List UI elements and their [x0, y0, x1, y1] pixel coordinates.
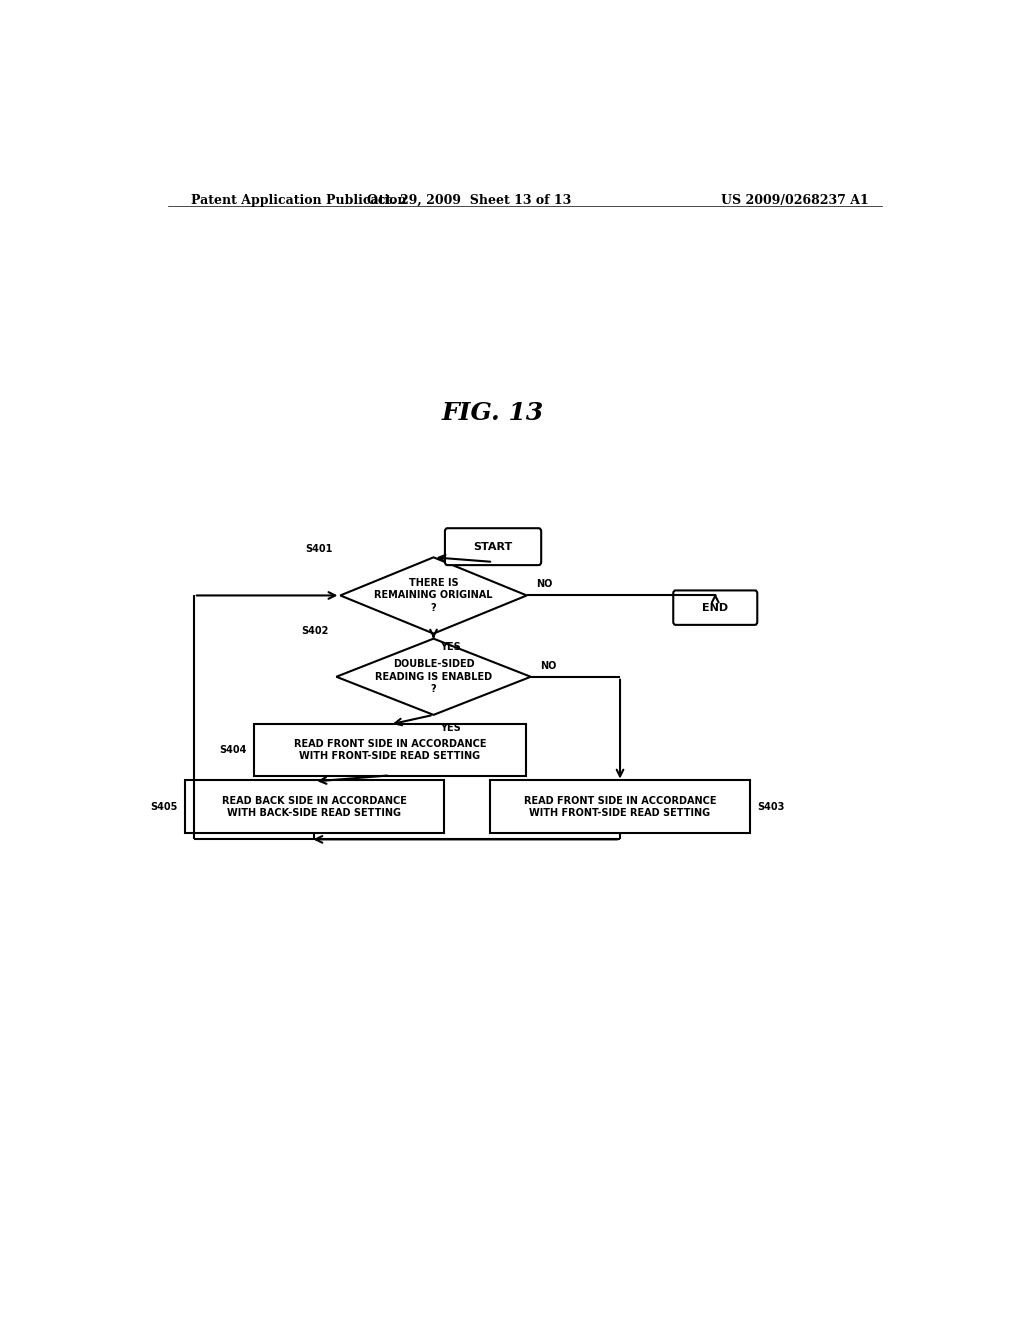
Text: Oct. 29, 2009  Sheet 13 of 13: Oct. 29, 2009 Sheet 13 of 13 — [368, 194, 571, 207]
Text: READ BACK SIDE IN ACCORDANCE
WITH BACK-SIDE READ SETTING: READ BACK SIDE IN ACCORDANCE WITH BACK-S… — [222, 796, 407, 818]
Text: YES: YES — [440, 642, 461, 652]
Text: S403: S403 — [757, 801, 784, 812]
Polygon shape — [336, 639, 530, 715]
Text: READ FRONT SIDE IN ACCORDANCE
WITH FRONT-SIDE READ SETTING: READ FRONT SIDE IN ACCORDANCE WITH FRONT… — [524, 796, 716, 818]
Text: S404: S404 — [220, 744, 247, 755]
Text: S405: S405 — [151, 801, 177, 812]
Text: END: END — [702, 603, 728, 612]
FancyBboxPatch shape — [490, 780, 750, 833]
Text: Patent Application Publication: Patent Application Publication — [191, 194, 407, 207]
Text: S402: S402 — [301, 626, 329, 636]
Text: FIG. 13: FIG. 13 — [442, 400, 544, 425]
FancyBboxPatch shape — [444, 528, 542, 565]
Text: THERE IS
REMAINING ORIGINAL
?: THERE IS REMAINING ORIGINAL ? — [375, 578, 493, 612]
Text: DOUBLE-SIDED
READING IS ENABLED
?: DOUBLE-SIDED READING IS ENABLED ? — [375, 660, 493, 694]
Text: YES: YES — [440, 723, 461, 733]
Text: START: START — [473, 541, 513, 552]
Text: NO: NO — [537, 579, 553, 589]
Text: NO: NO — [541, 661, 557, 671]
Text: READ FRONT SIDE IN ACCORDANCE
WITH FRONT-SIDE READ SETTING: READ FRONT SIDE IN ACCORDANCE WITH FRONT… — [294, 739, 486, 762]
Text: S401: S401 — [305, 544, 333, 554]
Polygon shape — [340, 557, 526, 634]
FancyBboxPatch shape — [673, 590, 758, 624]
FancyBboxPatch shape — [184, 780, 444, 833]
Text: US 2009/0268237 A1: US 2009/0268237 A1 — [721, 194, 868, 207]
FancyBboxPatch shape — [254, 723, 525, 776]
